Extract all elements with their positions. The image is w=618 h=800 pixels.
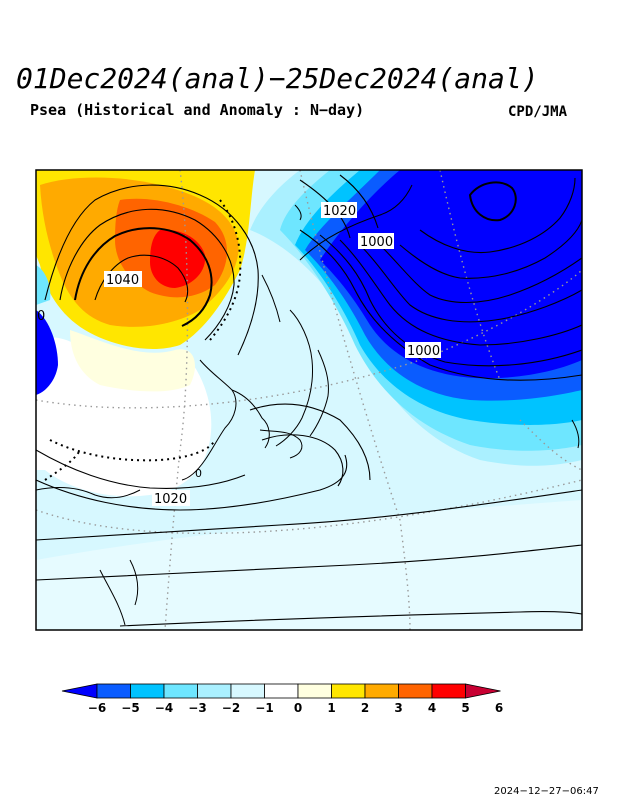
colorbar-segment: [398, 683, 433, 699]
colorbar: −6 −5 −4 −3 −2 −1 0 1 2 3 4 5 6: [61, 683, 503, 715]
issue-timestamp: 2024−12−27−06:47: [494, 786, 599, 797]
colorbar-segment: [364, 683, 399, 699]
coastlines: [36, 184, 580, 626]
colorbar-tick-label: 6: [495, 701, 503, 715]
contour-label-1000-north: 1000: [360, 235, 393, 250]
colorbar-tick-label: −1: [255, 701, 273, 715]
contour-label-zero-south: 0: [195, 467, 202, 480]
anomaly-negative-5: [320, 170, 582, 379]
colorbar-tick-label: −5: [121, 701, 139, 715]
colorbar-segment: [130, 683, 165, 699]
map-frame: [35, 169, 583, 631]
climatology-isobars: [44, 199, 242, 481]
colorbar-segment: [331, 683, 366, 699]
colorbar-segment: [197, 683, 232, 699]
colorbar-segment: [230, 683, 265, 699]
map-title: 01Dec2024(anal)−25Dec2024(anal): [16, 62, 539, 95]
contour-label-zero-west: 0: [37, 309, 45, 324]
colorbar-tick-label: 0: [294, 701, 302, 715]
colorbar-tick-label: 1: [327, 701, 335, 715]
colorbar-tick-label: 5: [461, 701, 469, 715]
colorbar-tick-label: 4: [428, 701, 436, 715]
map-subtitle: Psea (Historical and Anomaly : N−day): [30, 101, 365, 119]
colorbar-tick-label: −4: [155, 701, 173, 715]
colorbar-tick-label: 3: [394, 701, 402, 715]
anomaly-positive-5: [150, 229, 206, 288]
colorbar-tick-label: −6: [88, 701, 106, 715]
graticule: [36, 170, 582, 630]
contour-labels: 1040 1020 1000 1000 1020 0 0: [37, 202, 441, 507]
anomaly-positive-1: [70, 330, 195, 392]
map-plot-area: 1040 1020 1000 1000 1020 0 0: [36, 170, 582, 630]
colorbar-segment: [163, 683, 198, 699]
colorbar-segment: [264, 683, 299, 699]
colorbar-segment: [297, 683, 332, 699]
colorbar-segment: [431, 683, 466, 699]
contour-label-1020-south: 1020: [154, 492, 187, 507]
anomaly-south-field: [36, 500, 582, 630]
colorbar-arrow-low: [61, 683, 98, 699]
contour-label-1000-east: 1000: [407, 344, 440, 359]
credit-label: CPD/JMA: [508, 104, 568, 120]
colorbar-segment: [96, 683, 131, 699]
contour-label-1020-north: 1020: [323, 204, 356, 219]
anomaly-negative-west: [36, 310, 58, 395]
colorbar-tick-label: 2: [361, 701, 369, 715]
colorbar-tick-label: −2: [222, 701, 240, 715]
colorbar-arrow-high: [465, 683, 501, 699]
colorbar-tick-label: −3: [188, 701, 206, 715]
contour-label-1040: 1040: [106, 273, 139, 288]
